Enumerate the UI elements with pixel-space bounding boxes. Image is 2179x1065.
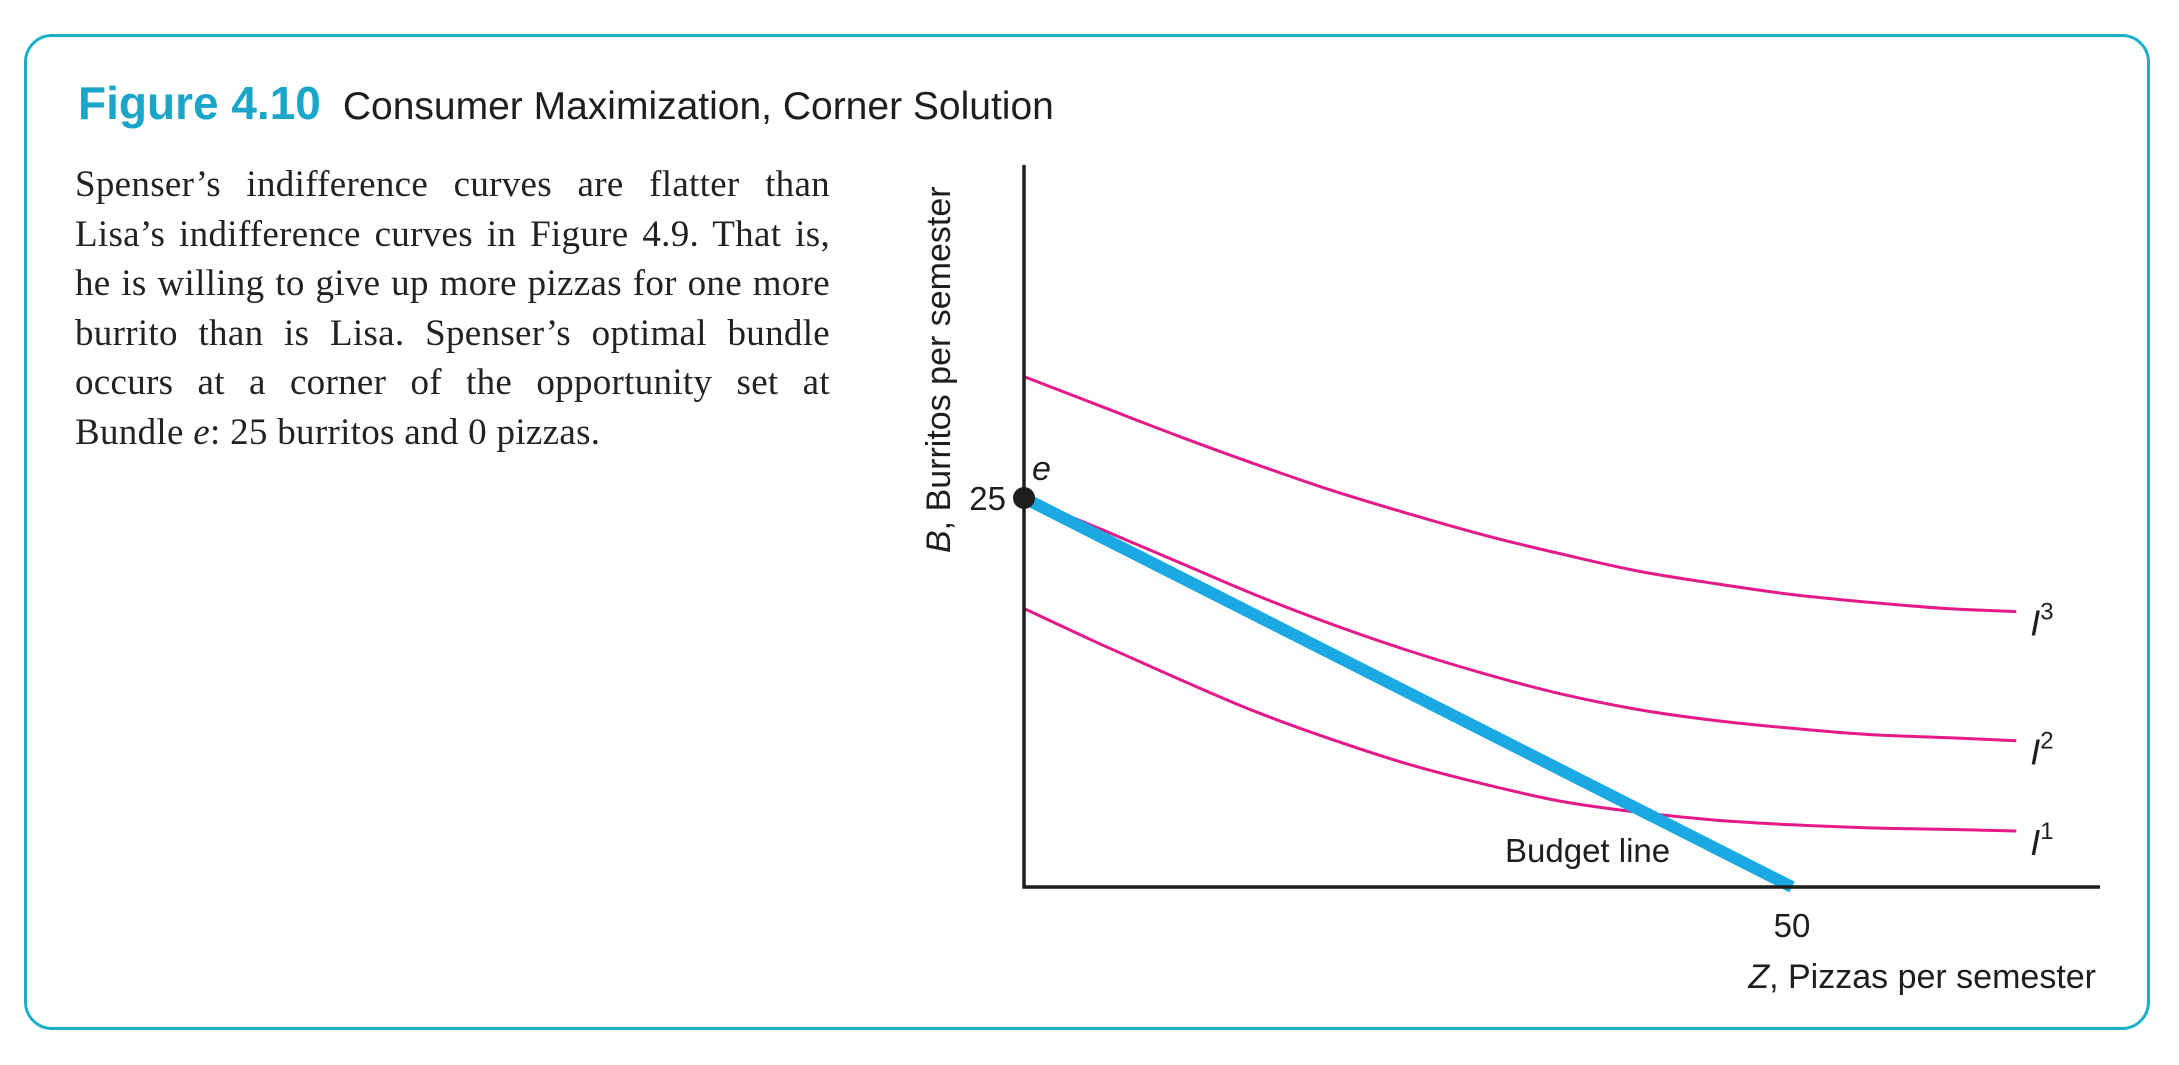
curve-label-superscript: 1 <box>2040 818 2053 845</box>
budget-line-layer <box>1021 492 1795 893</box>
x-axis-variable: Z <box>1747 958 1770 996</box>
caption-text-1: Spenser’s indifference curves are flatte… <box>75 164 830 453</box>
caption-text-2: : 25 burritos and 0 pizzas. <box>209 411 601 453</box>
figure-title: Consumer Maximization, Corner Solution <box>342 85 1054 128</box>
budget-line <box>1021 492 1795 893</box>
curve-label-i1: I1 <box>2030 818 2053 863</box>
figure-number: Figure 4.10 <box>78 77 321 129</box>
curve-label-i3: I3 <box>2030 599 2053 644</box>
x-tick-label: 50 <box>1774 907 1811 944</box>
optimal-point-label: e <box>1032 450 1051 488</box>
figure-title-row: Figure 4.10 Consumer Maximization, Corner… <box>78 76 1054 130</box>
curve-label-i2: I2 <box>2030 728 2053 773</box>
y-axis-label: B, Burritos per semester <box>920 186 958 553</box>
y-axis-title-text: , Burritos per semester <box>920 186 958 530</box>
curve-label-superscript: 3 <box>2040 599 2053 626</box>
caption-bundle-letter: e <box>193 411 210 453</box>
budget-line-label: Budget line <box>1505 832 1670 869</box>
curve-label-letter: I <box>2030 732 2040 773</box>
indifference-curves <box>1023 375 2017 833</box>
indifference-curve-i2 <box>1023 496 2017 743</box>
figure-frame <box>24 34 2150 1030</box>
axes <box>1022 165 2100 889</box>
y-tick-label: 25 <box>969 480 1006 517</box>
curve-label-letter: I <box>2030 603 2040 644</box>
curve-label-superscript: 2 <box>2040 728 2053 755</box>
x-axis-label: Z, Pizzas per semester <box>1747 958 2096 996</box>
figure-caption: Spenser’s indifference curves are flatte… <box>75 160 830 457</box>
optimal-point <box>1013 487 1035 509</box>
x-axis-title-text: , Pizzas per semester <box>1769 958 2096 996</box>
y-axis-variable: B <box>920 530 958 553</box>
curve-label-letter: I <box>2030 822 2040 863</box>
indifference-curve-i3 <box>1023 375 2017 614</box>
indifference-curve-i1 <box>1023 607 2017 833</box>
